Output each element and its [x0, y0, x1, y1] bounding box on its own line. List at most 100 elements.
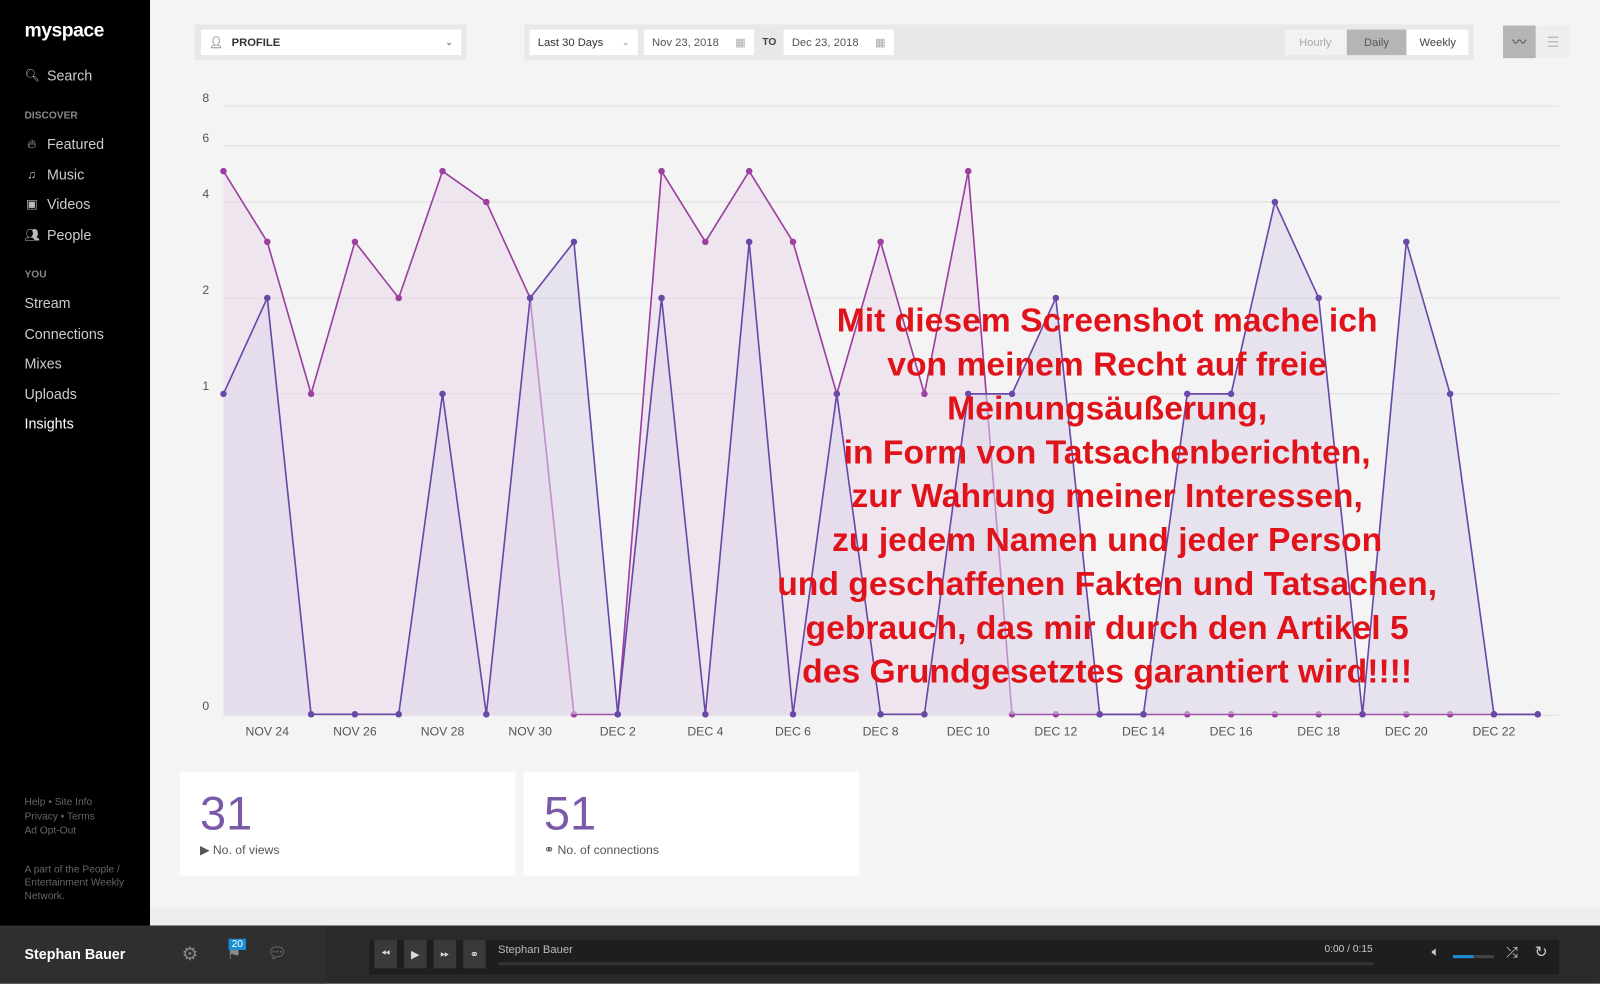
- chevron-down-icon: ⌄: [445, 36, 454, 47]
- daily-button[interactable]: Daily: [1346, 29, 1407, 56]
- horizontal-scrollbar[interactable]: [149, 908, 1600, 926]
- x-tick-label: DEC 22: [1473, 725, 1516, 739]
- line-chart-icon: 〰: [1512, 33, 1527, 50]
- gear-icon[interactable]: ⚙: [181, 943, 199, 965]
- y-tick-label: 1: [202, 379, 209, 393]
- from-date-input[interactable]: Nov 23, 2018 ▦: [643, 29, 755, 56]
- insights-chart: 0 1 2 4 6 8 NOV 24 NOV 26 NOV 28 NOV 30 DEC 2 DEC 4…: [202, 91, 1560, 739]
- myspace-logo[interactable]: myspace: [24, 20, 104, 42]
- sidebar-item-mixes[interactable]: Mixes: [24, 355, 62, 372]
- data-point: [1184, 390, 1191, 398]
- shuffle-icon[interactable]: ⤮: [1506, 943, 1518, 961]
- hourly-button[interactable]: Hourly: [1284, 29, 1346, 56]
- data-point: [921, 711, 928, 718]
- footer-links: Help • Site Info Privacy • Terms Ad Opt-…: [24, 796, 95, 837]
- data-point: [1008, 390, 1016, 398]
- progress-bar[interactable]: [497, 962, 1374, 966]
- to-date: Dec 23, 2018: [791, 36, 859, 49]
- data-point: [1052, 294, 1060, 302]
- to-date-input[interactable]: Dec 23, 2018 ▦: [783, 29, 894, 56]
- ad-opt-out-link[interactable]: Ad Opt-Out: [24, 825, 77, 837]
- volume-slider[interactable]: [1453, 955, 1494, 959]
- terms-link[interactable]: Terms: [67, 811, 95, 823]
- music-note-icon: ♫: [27, 166, 37, 182]
- views-count: 31: [199, 786, 253, 840]
- y-tick-label: 0: [202, 699, 209, 713]
- user-name[interactable]: Stephan Bauer: [24, 945, 126, 963]
- x-tick-label: NOV 30: [508, 725, 552, 739]
- connections-icon: ⚭: [543, 842, 555, 858]
- repeat-icon[interactable]: ↻: [1534, 943, 1548, 962]
- sidebar-item-music[interactable]: ♫ Music: [24, 166, 84, 182]
- data-point: [1140, 711, 1147, 718]
- search-label: Search: [46, 67, 93, 84]
- sidebar-item-connections[interactable]: Connections: [24, 324, 104, 342]
- x-tick-label: NOV 26: [333, 725, 377, 739]
- x-tick-label: DEC 16: [1210, 725, 1253, 739]
- calendar-icon[interactable]: ▦: [735, 36, 746, 49]
- network-note: A part of the People / Entertainment Wee…: [24, 864, 125, 903]
- fast-forward-button[interactable]: ⏩︎: [433, 939, 457, 969]
- flag-icon[interactable]: ⚑: [226, 945, 242, 964]
- sidebar-item-label: Music: [46, 165, 85, 183]
- data-point: [395, 711, 402, 718]
- data-point: [833, 390, 841, 398]
- connections-count: 51: [543, 786, 597, 840]
- x-tick-label: DEC 20: [1385, 725, 1428, 739]
- sidebar-item-uploads[interactable]: Uploads: [24, 385, 77, 402]
- rewind-button[interactable]: ⏪︎: [374, 939, 397, 969]
- list-view-button[interactable]: ☰: [1536, 25, 1570, 59]
- player-bar: Stephan Bauer ⚙ ⚑ 20 💬︎ Stephan Bauer 0:…: [0, 925, 1600, 984]
- weekly-button[interactable]: Weekly: [1407, 29, 1469, 56]
- search-link[interactable]: 🔍︎ Search: [24, 67, 92, 83]
- x-tick-label: DEC 14: [1122, 725, 1165, 739]
- data-point: [1446, 390, 1454, 398]
- data-point: [745, 167, 753, 175]
- sidebar-item-stream[interactable]: Stream: [24, 294, 71, 312]
- calendar-icon[interactable]: ▦: [875, 36, 886, 49]
- data-point: [264, 238, 271, 246]
- data-point: [702, 238, 709, 246]
- connections-card: 51 ⚭ No. of connections: [523, 771, 860, 876]
- data-point: [921, 390, 928, 398]
- data-point: [1490, 711, 1498, 718]
- series-area: [223, 202, 1538, 715]
- profile-select[interactable]: 👤︎ PROFILE ⌄: [201, 29, 462, 56]
- data-point: [483, 711, 490, 718]
- notification-badge: 20: [228, 938, 247, 950]
- data-point: [220, 390, 227, 398]
- sidebar: myspace 🔍︎ Search DISCOVER 🔥︎ Featured ♫ Mus…: [0, 0, 150, 926]
- sidebar-item-featured[interactable]: 🔥︎ Featured: [24, 136, 104, 152]
- line-chart-view-button[interactable]: 〰: [1503, 25, 1536, 59]
- connect-button[interactable]: ⚭: [463, 939, 486, 969]
- y-tick-label: 8: [202, 91, 209, 105]
- range-select[interactable]: Last 30 Days ⌄: [529, 29, 638, 56]
- data-point: [658, 294, 665, 302]
- help-link[interactable]: Help: [24, 796, 46, 809]
- data-point: [220, 167, 227, 175]
- range-label: Last 30 Days: [537, 36, 604, 49]
- volume-icon[interactable]: 🔈︎: [1431, 943, 1440, 960]
- site-info-link[interactable]: Site Info: [54, 796, 93, 809]
- data-point: [526, 294, 534, 302]
- views-card: 31 ▶ No. of views: [179, 771, 516, 876]
- connections-label: No. of connections: [557, 842, 659, 858]
- sidebar-item-insights[interactable]: Insights: [24, 415, 74, 432]
- x-tick-label: DEC 2: [600, 725, 636, 739]
- sidebar-item-videos[interactable]: ▣ Videos: [24, 196, 91, 212]
- sidebar-item-people[interactable]: 👥︎ People: [24, 226, 91, 242]
- chat-icon[interactable]: 💬︎: [267, 944, 287, 963]
- data-point: [1359, 711, 1366, 718]
- x-tick-label: DEC 10: [947, 725, 990, 739]
- data-point: [745, 238, 753, 246]
- search-icon: 🔍︎: [24, 68, 41, 83]
- x-tick-label: DEC 8: [863, 725, 899, 739]
- x-tick-label: DEC 6: [775, 725, 811, 739]
- data-point: [307, 711, 315, 718]
- play-button[interactable]: ▶: [404, 939, 427, 969]
- data-point: [1315, 294, 1322, 302]
- you-heading: YOU: [24, 269, 47, 281]
- profile-label: PROFILE: [231, 36, 281, 49]
- data-point: [789, 238, 797, 246]
- privacy-link[interactable]: Privacy: [24, 811, 58, 823]
